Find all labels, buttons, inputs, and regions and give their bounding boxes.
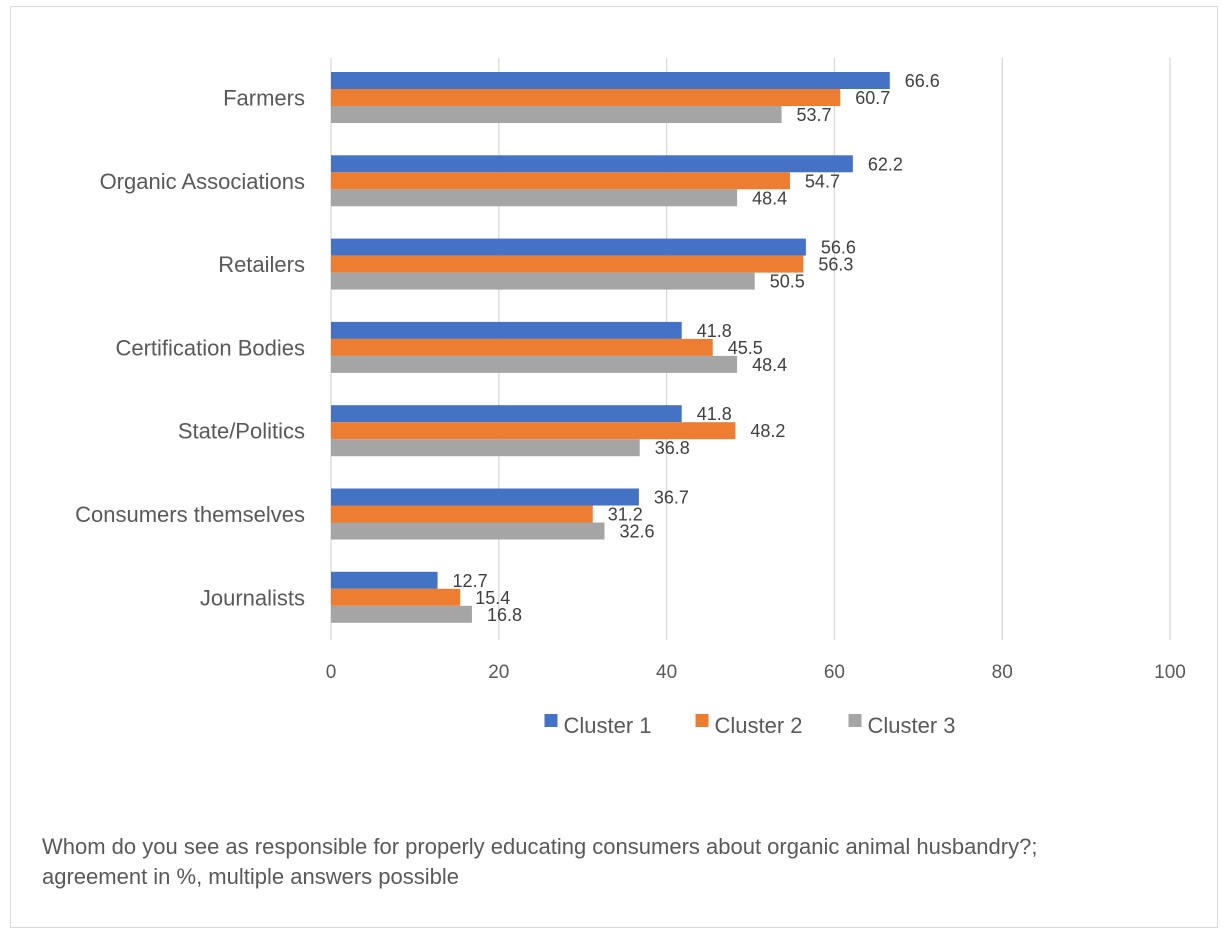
bar [331,89,840,106]
data-label: 66.6 [905,71,940,91]
bar [331,172,790,189]
category-label: Consumers themselves [75,502,305,527]
chart-caption: Whom do you see as responsible for prope… [42,832,1042,892]
category-label: Retailers [218,252,305,277]
category-label: Journalists [200,585,305,610]
legend-label: Cluster 2 [715,713,803,738]
legend-swatch [696,714,709,727]
category-label: Farmers [223,86,305,111]
bar [331,422,735,439]
legend-swatch [545,714,558,727]
bar [331,572,438,589]
legend-swatch [849,714,862,727]
category-label: Organic Associations [100,169,305,194]
data-label: 53.7 [797,105,832,125]
bar [331,239,806,256]
x-tick-label: 0 [326,662,337,683]
category-labels: Farmers Organic Associations Retailers Cert… [75,86,305,611]
bar [331,506,593,523]
data-label: 32.6 [620,522,655,542]
bar [331,356,737,373]
bar [331,589,460,606]
data-label: 62.2 [868,154,903,174]
bar [331,405,682,422]
data-label: 48.4 [752,355,787,375]
bar [331,189,737,206]
bar [331,256,803,273]
x-tick-labels: 0 20 40 60 80 100 [326,662,1186,683]
data-label: 48.4 [752,188,787,208]
bar [331,155,853,172]
x-tick-label: 60 [824,662,845,683]
x-tick-label: 20 [488,662,509,683]
x-tick-label: 80 [992,662,1013,683]
bar [331,523,605,540]
bar [331,439,640,456]
legend-label: Cluster 3 [868,713,956,738]
legend: Cluster 1 Cluster 2 Cluster 3 [545,713,956,738]
data-label: 60.7 [855,88,890,108]
data-label: 56.3 [818,255,853,275]
data-label: 54.7 [805,171,840,191]
data-label: 48.2 [750,421,785,441]
bar [331,273,755,290]
bar [331,606,472,623]
data-label: 36.7 [654,488,689,508]
x-tick-label: 40 [656,662,677,683]
bar [331,489,639,506]
bar [331,322,682,339]
legend-label: Cluster 1 [564,713,652,738]
category-label: State/Politics [178,419,305,444]
data-label: 50.5 [770,272,805,292]
data-label: 41.8 [697,321,732,341]
bars [331,72,890,623]
bar-chart: Farmers Organic Associations Retailers Cert… [0,0,1223,820]
category-label: Certification Bodies [115,335,305,360]
data-label: 16.8 [487,605,522,625]
data-label: 41.8 [697,404,732,424]
bar [331,339,713,356]
bar [331,106,782,123]
data-label: 36.8 [655,438,690,458]
bar [331,72,890,89]
x-tick-label: 100 [1154,662,1186,683]
